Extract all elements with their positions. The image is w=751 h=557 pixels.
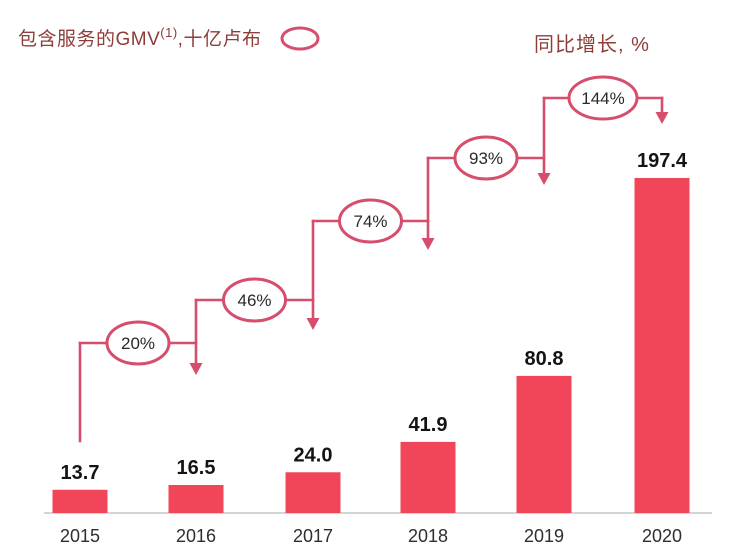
year-label: 2016 [176, 526, 216, 546]
growth-ellipse [567, 75, 639, 121]
year-label: 2015 [60, 526, 100, 546]
bar-2016 [168, 484, 224, 513]
chart-title-left: 包含服务的GMV(1),十亿卢布 [18, 24, 321, 52]
bar-value-label: 13.7 [61, 462, 100, 484]
arrow-down-icon [189, 363, 203, 375]
year-label: 2017 [293, 526, 333, 546]
growth-label: 144% [581, 89, 624, 108]
growth-ellipse [222, 277, 287, 323]
year-label: 2019 [524, 526, 564, 546]
growth-ellipse [453, 135, 519, 181]
bar-value-label: 41.9 [409, 414, 448, 436]
bar-value-label: 197.4 [637, 150, 688, 172]
year-label: 2018 [408, 526, 448, 546]
growth-ellipse [338, 198, 403, 244]
growth-label: 46% [237, 291, 271, 310]
arrow-down-icon [537, 173, 551, 185]
growth-ellipse [105, 320, 171, 366]
bar-2019 [516, 375, 572, 513]
bar-2018 [400, 441, 456, 513]
growth-legend-ellipse-icon [280, 26, 320, 51]
arrow-down-icon [306, 318, 320, 330]
growth-label: 93% [469, 149, 503, 168]
year-label: 2020 [642, 526, 682, 546]
chart-title-left-unit: ,十亿卢布 [177, 29, 262, 50]
bar-value-label: 24.0 [294, 444, 333, 466]
chart-title-right: 同比增长, % [534, 34, 650, 56]
bar-2020 [634, 178, 690, 513]
bar-value-label: 80.8 [525, 348, 564, 370]
growth-label: 20% [121, 334, 155, 353]
growth-label: 74% [353, 212, 387, 231]
footnote-marker: (1) [160, 25, 178, 40]
bar-value-label: 16.5 [177, 457, 216, 479]
arrow-down-icon [421, 238, 435, 250]
arrow-down-icon [655, 112, 669, 124]
bar-2015 [52, 489, 108, 513]
bar-2017 [285, 472, 341, 513]
chart-title-left-text: 包含服务的GMV [18, 29, 161, 50]
